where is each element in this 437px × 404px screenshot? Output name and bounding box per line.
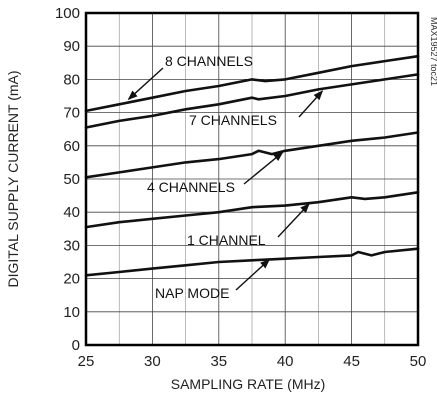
- annotation-label-7-channels: 7 CHANNELS: [189, 112, 277, 128]
- tick-labels: 25 30 35 40 45 50 0 10 20 30 40 50 60 70 80 90 100: [55, 5, 426, 370]
- plot-frame: [84, 11, 420, 347]
- y-tick-label: 20: [63, 271, 80, 288]
- annotation-label-8-channels: 8 CHANNELS: [165, 53, 253, 69]
- annotation-label-4-channels: 4 CHANNELS: [147, 179, 235, 195]
- x-tick-label: 40: [277, 353, 294, 370]
- plot-border: [84, 11, 420, 347]
- annotation-arrow-1-channel: [277, 203, 310, 238]
- x-tick-label: 45: [343, 353, 360, 370]
- y-tick-label: 70: [63, 105, 80, 122]
- y-tick-label: 90: [63, 38, 80, 55]
- y-tick-label: 50: [63, 171, 80, 188]
- series-lines: [84, 54, 420, 277]
- annotation-arrow-7-channels: [298, 90, 324, 118]
- x-tick-label: 30: [144, 353, 161, 370]
- annotation-arrow-4-channels: [243, 151, 284, 185]
- watermark-label: MAX19527 toc21: [429, 17, 437, 86]
- series-line-8-channels: [84, 54, 420, 113]
- y-tick-label: 80: [63, 71, 80, 88]
- x-tick-label: 35: [210, 353, 227, 370]
- x-tick-label: 50: [410, 353, 427, 370]
- y-tick-label: 40: [63, 204, 80, 221]
- annotation-arrow-8-channels: [127, 67, 164, 100]
- y-tick-label: 30: [63, 237, 80, 254]
- series-line-4-channels: [84, 131, 420, 179]
- y-tick-label: 100: [55, 5, 80, 22]
- annotation-label-nap-mode: NAP MODE: [155, 285, 229, 301]
- x-tick-label: 25: [78, 353, 95, 370]
- y-axis-title: DIGITAL SUPPLY CURRENT (mA): [5, 70, 21, 287]
- x-axis-title: SAMPLING RATE (MHz): [171, 376, 326, 392]
- annotation-arrow-nap-mode: [235, 259, 270, 291]
- annotations: 8 CHANNELS 7 CHANNELS 4 CHANNELS 1 CHANNEL N…: [127, 53, 324, 301]
- annotation-label-1-channel: 1 CHANNEL: [187, 232, 266, 248]
- y-tick-label: 60: [63, 138, 80, 155]
- y-tick-label: 0: [72, 337, 80, 354]
- series-line-7-channels: [84, 73, 420, 129]
- series-line-1-channel: [84, 191, 420, 229]
- series-line-nap-mode: [84, 247, 420, 277]
- y-tick-label: 10: [63, 304, 80, 321]
